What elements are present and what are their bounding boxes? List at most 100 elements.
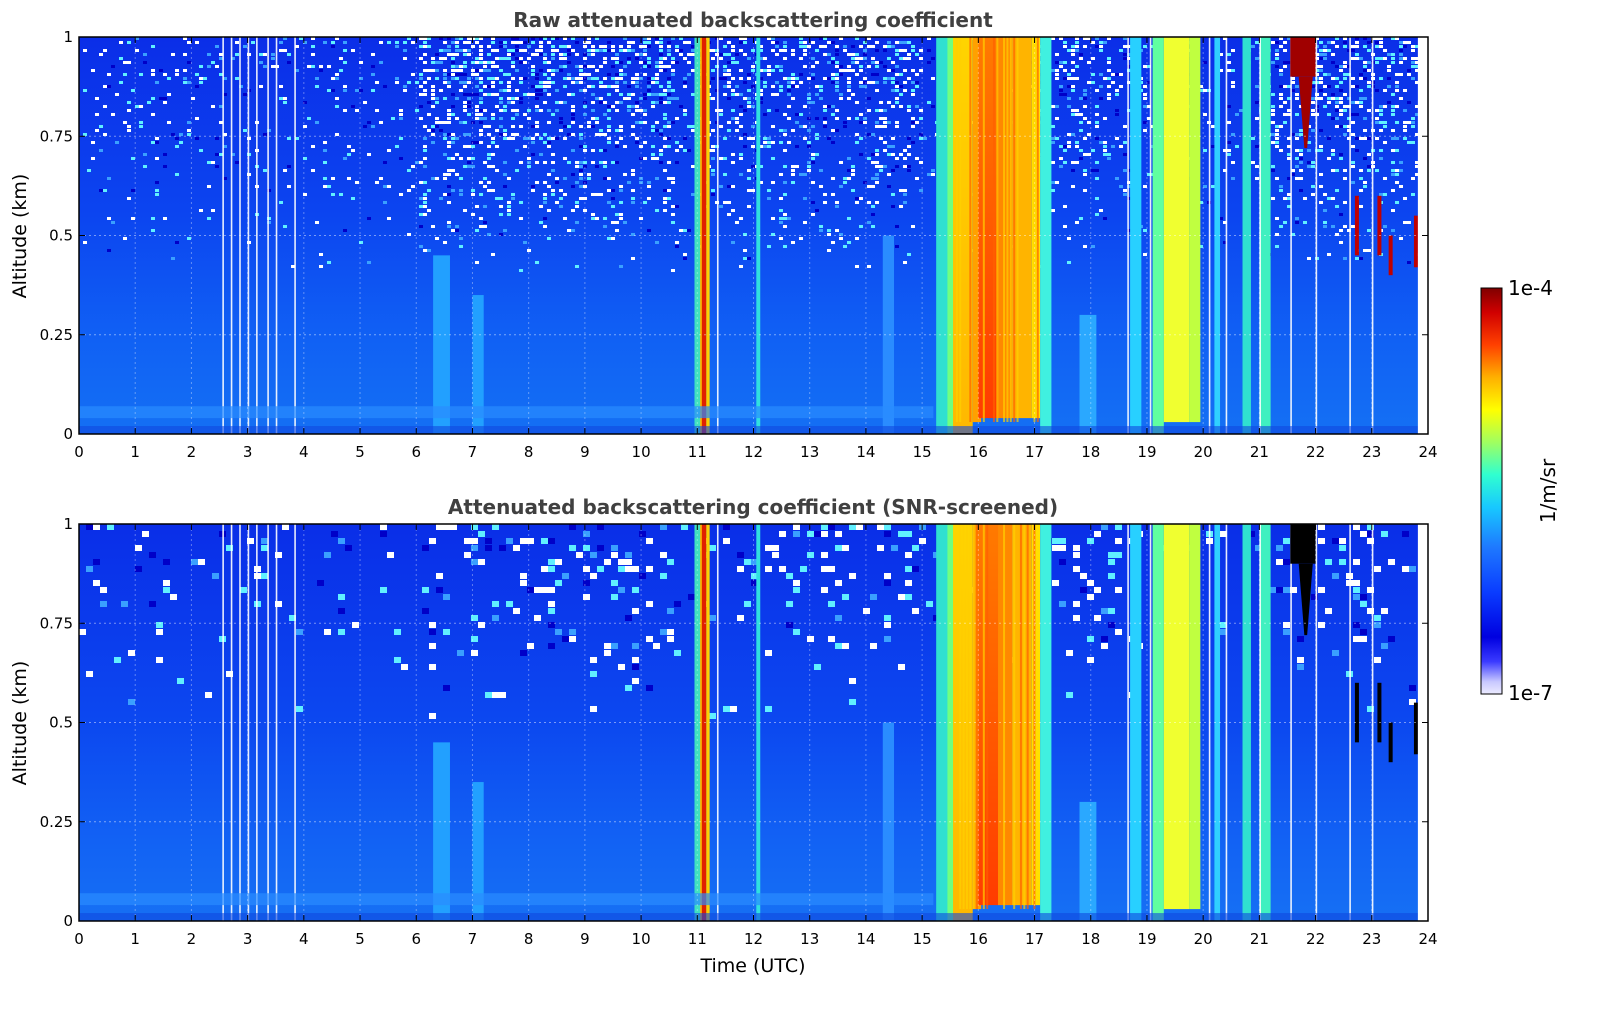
noise-cell	[875, 81, 879, 84]
noise-cell	[884, 524, 891, 530]
noise-cell	[747, 89, 751, 92]
gap-line	[1149, 37, 1152, 434]
noise-cell	[535, 125, 539, 128]
noise-cell	[387, 217, 391, 220]
noise-cell	[639, 53, 643, 56]
noise-cell	[487, 133, 491, 136]
noise-cell	[1275, 41, 1279, 44]
noise-cell	[674, 601, 681, 607]
noise-cell	[212, 573, 219, 579]
noise-cell	[1269, 587, 1276, 593]
noise-cell	[535, 73, 539, 76]
noise-cell	[871, 133, 875, 136]
noise-cell	[491, 153, 495, 156]
noise-cell	[519, 77, 523, 80]
noise-cell	[663, 101, 667, 104]
noise-cell	[1399, 57, 1403, 60]
noise-cell	[519, 201, 523, 204]
noise-cell	[527, 117, 531, 120]
gap-line	[1259, 524, 1261, 921]
noise-cell	[1299, 161, 1303, 164]
noise-cell	[911, 225, 915, 228]
noise-cell	[1415, 45, 1419, 48]
noise-cell	[855, 201, 859, 204]
noise-cell	[639, 217, 643, 220]
noise-cell	[443, 49, 447, 52]
noise-cell	[611, 594, 618, 600]
noise-cell	[659, 133, 663, 136]
noise-cell	[771, 93, 775, 96]
x-tick-label: 5	[355, 443, 365, 461]
noise-cell	[103, 189, 107, 192]
noise-cell	[1219, 69, 1223, 72]
noise-cell	[223, 133, 227, 136]
noise-cell	[195, 85, 199, 88]
noise-cell	[847, 97, 851, 100]
noise-cell	[559, 121, 563, 124]
noise-cell	[1075, 113, 1079, 116]
noise-cell	[429, 664, 436, 670]
noise-cell	[1375, 137, 1379, 140]
noise-cell	[835, 580, 842, 586]
x-tick-label: 2	[187, 930, 197, 948]
noise-cell	[1360, 636, 1367, 642]
noise-cell	[487, 165, 491, 168]
noise-cell	[1087, 61, 1091, 64]
noise-cell	[1347, 97, 1351, 100]
noise-cell	[607, 105, 611, 108]
noise-cell	[591, 161, 595, 164]
noise-cell	[1059, 165, 1063, 168]
noise-cell	[915, 121, 919, 124]
noise-cell	[625, 615, 632, 621]
noise-cell	[379, 41, 383, 44]
noise-cell	[1399, 169, 1403, 172]
noise-cell	[911, 117, 915, 120]
noise-cell	[319, 69, 323, 72]
noise-cell	[211, 61, 215, 64]
noise-cell	[759, 69, 763, 72]
noise-cell	[1079, 97, 1083, 100]
noise-cell	[595, 97, 599, 100]
noise-cell	[791, 73, 795, 76]
noise-cell	[1279, 93, 1283, 96]
noise-cell	[380, 587, 387, 593]
noise-cell	[727, 69, 731, 72]
noise-cell	[915, 73, 919, 76]
noise-cell	[811, 161, 815, 164]
noise-cell	[1063, 45, 1067, 48]
column-streak	[982, 37, 985, 422]
noise-cell	[571, 77, 575, 80]
noise-cell	[1275, 233, 1279, 236]
noise-cell	[1087, 636, 1094, 642]
noise-cell	[515, 169, 519, 172]
noise-cell	[663, 201, 667, 204]
noise-cell	[863, 85, 867, 88]
noise-cell	[1319, 185, 1323, 188]
noise-cell	[683, 149, 687, 152]
noise-cell	[1307, 149, 1311, 152]
noise-cell	[1374, 615, 1381, 621]
noise-cell	[651, 129, 655, 132]
cloud-column	[1242, 524, 1251, 921]
noise-cell	[95, 97, 99, 100]
noise-cell	[903, 41, 907, 44]
noise-cell	[531, 93, 535, 96]
noise-cell	[1351, 161, 1355, 164]
noise-cell	[419, 77, 423, 80]
noise-cell	[487, 53, 491, 56]
noise-cell	[1383, 105, 1387, 108]
noise-cell	[299, 37, 303, 40]
noise-cell	[1319, 41, 1323, 44]
noise-cell	[135, 37, 139, 40]
noise-cell	[443, 524, 450, 530]
noise-cell	[431, 93, 435, 96]
noise-cell	[663, 65, 667, 68]
noise-cell	[799, 81, 803, 84]
noise-cell	[1359, 169, 1363, 172]
noise-cell	[279, 201, 283, 204]
noise-cell	[1107, 69, 1111, 72]
noise-cell	[856, 524, 863, 530]
noise-cell	[772, 545, 779, 551]
noise-cell	[799, 41, 803, 44]
noise-cell	[643, 113, 647, 116]
